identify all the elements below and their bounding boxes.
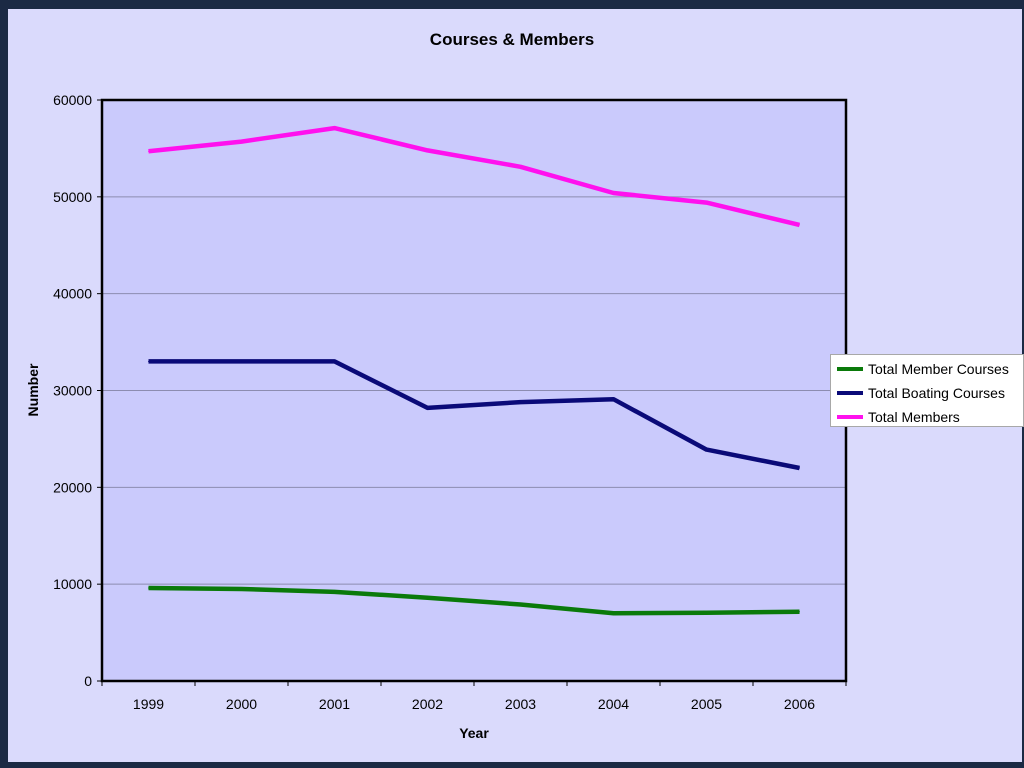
data-point: [148, 360, 149, 362]
x-tick-label: 2005: [691, 696, 722, 712]
data-point: [427, 597, 428, 599]
x-tick-label: 2000: [226, 696, 257, 712]
data-point: [241, 141, 242, 143]
data-point: [799, 467, 800, 469]
y-tick-label: 10000: [53, 576, 92, 592]
series-line-1: [148, 359, 800, 471]
data-point: [334, 360, 335, 362]
x-axis-label: Year: [459, 725, 489, 741]
y-tick-label: 0: [84, 673, 92, 689]
data-point: [799, 611, 800, 613]
x-tick-label: 1999: [133, 696, 164, 712]
legend-item: Total Members: [831, 405, 1023, 429]
y-tick-label: 30000: [53, 383, 92, 399]
data-point: [706, 449, 707, 451]
legend-swatch: [837, 415, 863, 419]
legend-label: Total Members: [868, 409, 960, 425]
data-point: [427, 407, 428, 409]
y-axis-label: Number: [25, 363, 41, 416]
data-point: [334, 127, 335, 129]
data-point: [706, 612, 707, 614]
x-tick-label: 2003: [505, 696, 536, 712]
y-tick-label: 50000: [53, 189, 92, 205]
legend-item: Total Member Courses: [831, 357, 1023, 381]
data-point: [613, 192, 614, 194]
data-point: [148, 150, 149, 152]
data-point: [427, 149, 428, 151]
data-point: [520, 401, 521, 403]
data-point: [613, 398, 614, 400]
legend: Total Member Courses Total Boating Course…: [830, 354, 1024, 427]
legend-swatch: [837, 391, 863, 395]
data-point: [613, 612, 614, 614]
series-line-0: [148, 585, 800, 616]
data-point: [520, 604, 521, 606]
data-point: [334, 591, 335, 593]
legend-label: Total Boating Courses: [868, 385, 1005, 401]
data-point: [241, 588, 242, 590]
y-tick-label: 60000: [53, 92, 92, 108]
x-tick-label: 2002: [412, 696, 443, 712]
data-point: [520, 166, 521, 168]
x-tick-label: 2006: [784, 696, 815, 712]
series-line-2: [148, 125, 801, 228]
y-tick-label: 20000: [53, 479, 92, 495]
data-point: [241, 360, 242, 362]
data-point: [799, 224, 800, 226]
y-tick-label: 40000: [53, 286, 92, 302]
data-point: [148, 587, 149, 589]
legend-swatch: [837, 367, 863, 371]
legend-label: Total Member Courses: [868, 361, 1009, 377]
data-point: [706, 202, 707, 204]
x-tick-label: 2001: [319, 696, 350, 712]
x-tick-label: 2004: [598, 696, 629, 712]
chart-title: Courses & Members: [429, 30, 595, 49]
legend-item: Total Boating Courses: [831, 381, 1023, 405]
